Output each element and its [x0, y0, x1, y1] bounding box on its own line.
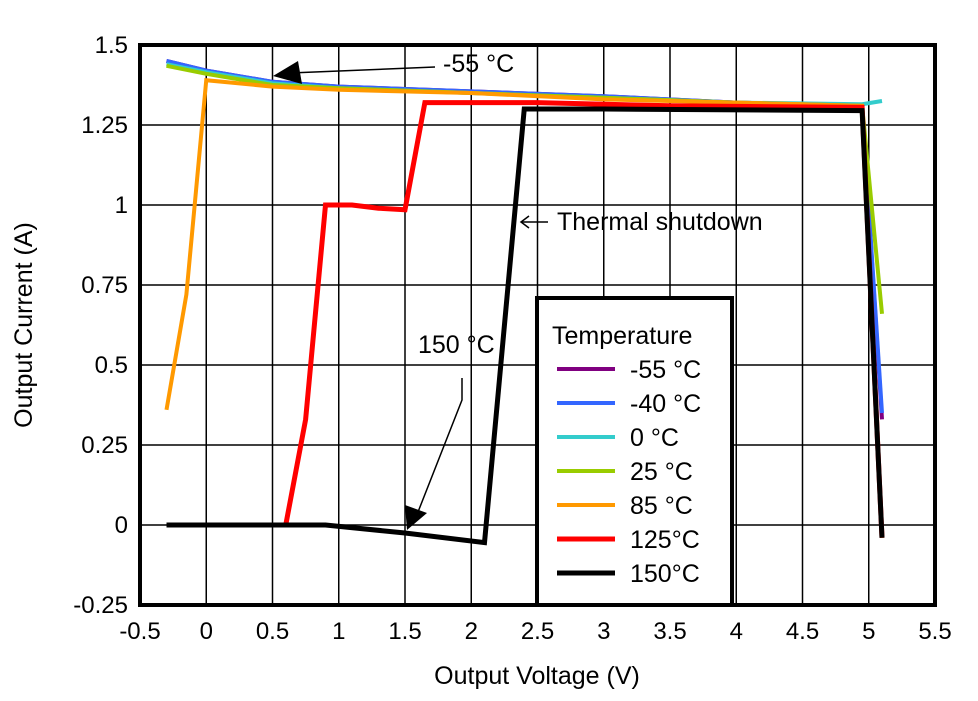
y-tick-label: 1 [115, 192, 128, 219]
legend-entry: 125°C [630, 526, 700, 554]
plot-frame [138, 43, 937, 607]
annotation-55c: -55 °C [443, 50, 514, 78]
y-tick-label: 0.5 [95, 352, 128, 379]
x-tick-label: -0.5 [119, 618, 160, 645]
x-tick-label: 4.5 [786, 618, 819, 645]
series-lines [164, 59, 885, 546]
legend-entry: 25 °C [630, 458, 693, 486]
annotation-150c: 150 °C [418, 331, 495, 359]
x-tick-label: 3 [597, 618, 610, 645]
legend-title: Temperature [552, 322, 692, 350]
series-line-85C [164, 78, 884, 538]
y-tick-label: -0.25 [73, 592, 128, 619]
annotation-thermal-shutdown: Thermal shutdown [557, 208, 763, 236]
legend-entry: 0 °C [630, 424, 679, 452]
legend-entry: -40 °C [630, 390, 701, 418]
series-line-150C [166, 106, 885, 546]
x-tick-label: 5.5 [918, 618, 951, 645]
y-tick-label: 0.75 [81, 272, 128, 299]
legend-entry: 150°C [630, 560, 700, 588]
annotations: -55 °C Thermal shutdown 150 °C [273, 50, 763, 530]
x-tick-label: 1 [332, 618, 345, 645]
x-tick-label: 5 [862, 618, 875, 645]
annotation-arrow-line [289, 66, 436, 74]
x-tick-label: 3.5 [653, 618, 686, 645]
x-tick-label: 1.5 [388, 618, 421, 645]
x-tick-label: 2.5 [521, 618, 554, 645]
x-tick-label: 2 [465, 618, 478, 645]
legend: Temperature -55 °C -40 °C 0 °C 25 °C 85 °C 125… [535, 296, 734, 607]
x-tick-label: 0.5 [256, 618, 289, 645]
x-axis-label: Output Voltage (V) [434, 662, 640, 690]
legend-entry: 85 °C [630, 492, 693, 520]
y-tick-label: 1.5 [95, 32, 128, 59]
x-tick-label: 4 [730, 618, 743, 645]
annotation-arrowhead [519, 215, 530, 229]
tick-labels: -0.5 0 0.5 1 1.5 2 2.5 3 3.5 4 4.5 5 5.5 -0.25 0 0.25 0.… [73, 32, 951, 645]
series-line-125C [283, 100, 885, 538]
annotation-arrow-line [417, 378, 463, 513]
x-tick-label: 0 [200, 618, 213, 645]
annotation-arrowhead [405, 505, 427, 530]
y-tick-label: 0.25 [81, 432, 128, 459]
annotation-arrowhead [273, 61, 302, 84]
y-tick-label: 0 [115, 512, 128, 539]
y-tick-label: 1.25 [81, 112, 128, 139]
legend-box [535, 296, 734, 607]
legend-entry: -55 °C [630, 356, 701, 384]
y-axis-label: Output Current (A) [10, 222, 38, 428]
